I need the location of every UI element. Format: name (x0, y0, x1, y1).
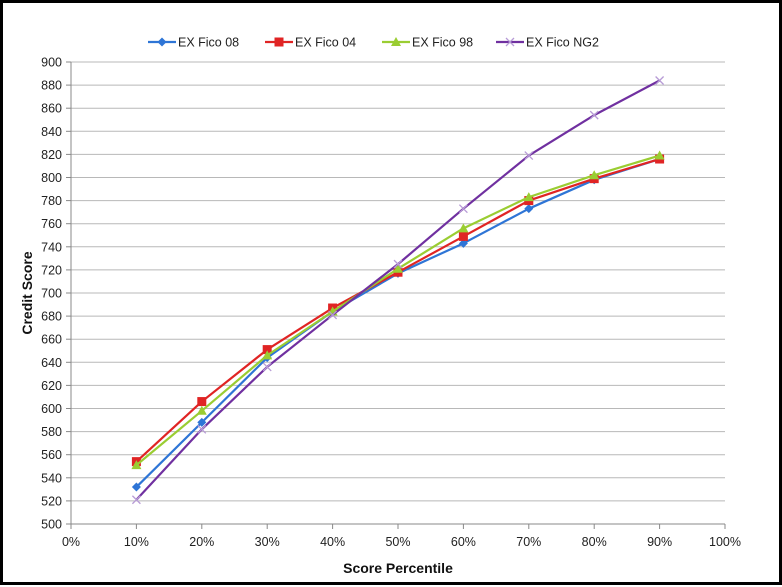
y-tick-label: 700 (41, 287, 62, 301)
series-ex-fico-ng2 (131, 76, 665, 505)
y-tick-label: 600 (41, 402, 62, 416)
y-tick-label: 620 (41, 379, 62, 393)
y-tick-label: 820 (41, 148, 62, 162)
square-marker (262, 345, 272, 355)
y-tick-label: 660 (41, 333, 62, 347)
x-marker (458, 204, 468, 214)
data-series (131, 76, 665, 505)
square-marker (458, 231, 468, 241)
y-tick-label: 800 (41, 171, 62, 185)
triangle-marker (458, 223, 469, 233)
y-tick-label: 860 (41, 102, 62, 116)
y-tick-label: 880 (41, 79, 62, 93)
y-tick-label: 680 (41, 310, 62, 324)
legend-label: EX Fico NG2 (526, 36, 599, 50)
diamond-marker (131, 482, 141, 492)
triangle-marker (589, 170, 600, 180)
y-tick-label: 840 (41, 125, 62, 139)
y-tick-label: 520 (41, 494, 62, 508)
square-marker (197, 397, 207, 407)
y-tick-label: 500 (41, 518, 62, 532)
series-ex-fico-98 (131, 150, 665, 470)
y-tick-label: 540 (41, 471, 62, 485)
legend-item: EX Fico 04 (265, 36, 356, 50)
x-tick-label: 20% (189, 535, 214, 549)
triangle-marker (393, 263, 403, 273)
x-marker (589, 110, 599, 120)
series-line (135, 79, 661, 501)
y-tick-label: 900 (41, 56, 62, 70)
x-tick-label: 60% (451, 535, 476, 549)
legend: EX Fico 08 EX Fico 04 EX Fico 98 EX Fico NG… (148, 36, 599, 50)
x-marker (328, 310, 338, 320)
x-axis-ticks: 0% 10% 20% 30% 40% 50% 60% 70% 80% 90% 100% (62, 535, 741, 549)
triangle-marker (391, 37, 401, 46)
triangle-marker (262, 350, 273, 360)
x-tick-label: 70% (516, 535, 541, 549)
y-axis-title: Credit Score (19, 251, 35, 334)
x-marker (505, 37, 515, 47)
x-marker (524, 151, 534, 161)
square-marker (274, 37, 284, 47)
x-tick-label: 100% (709, 535, 741, 549)
triangle-marker (196, 405, 207, 415)
y-tick-label: 740 (41, 240, 62, 254)
x-tick-label: 50% (385, 535, 410, 549)
x-tick-label: 30% (255, 535, 280, 549)
series-ex-fico-08 (131, 154, 665, 492)
x-tick-label: 10% (124, 535, 149, 549)
y-tick-label: 760 (41, 217, 62, 231)
triangle-marker (131, 460, 142, 470)
diamond-marker (197, 417, 207, 427)
x-tick-label: 0% (62, 535, 80, 549)
legend-item: EX Fico 98 (382, 36, 473, 50)
y-tick-label: 560 (41, 448, 62, 462)
x-axis-title: Score Percentile (343, 560, 453, 576)
diamond-marker (458, 238, 468, 248)
legend-item: EX Fico 08 (148, 36, 239, 50)
legend-label: EX Fico 08 (178, 36, 239, 50)
line-chart: 500 520 540 560 580 600 620 640 660 680 700 720 740 7… (19, 36, 741, 577)
y-tick-label: 580 (41, 425, 62, 439)
y-tick-label: 640 (41, 356, 62, 370)
x-marker (131, 495, 141, 505)
y-tick-label: 720 (41, 263, 62, 277)
legend-item: EX Fico NG2 (496, 36, 599, 50)
diamond-marker (524, 204, 534, 214)
triangle-marker (654, 150, 665, 160)
x-tick-label: 40% (320, 535, 345, 549)
legend-label: EX Fico 98 (412, 36, 473, 50)
gridlines (71, 61, 725, 502)
y-axis-ticks: 500 520 540 560 580 600 620 640 660 680 700 720 740 7… (41, 56, 62, 532)
y-tick-label: 780 (41, 194, 62, 208)
x-marker (262, 362, 272, 372)
axes (66, 61, 726, 529)
series-line (135, 157, 660, 488)
x-marker (197, 424, 207, 434)
x-marker (393, 259, 403, 269)
x-tick-label: 80% (582, 535, 607, 549)
x-marker (655, 76, 665, 85)
legend-label: EX Fico 04 (295, 36, 356, 50)
x-tick-label: 90% (647, 535, 672, 549)
diamond-marker (157, 37, 167, 47)
series-line (135, 154, 660, 466)
triangle-marker (523, 192, 534, 202)
